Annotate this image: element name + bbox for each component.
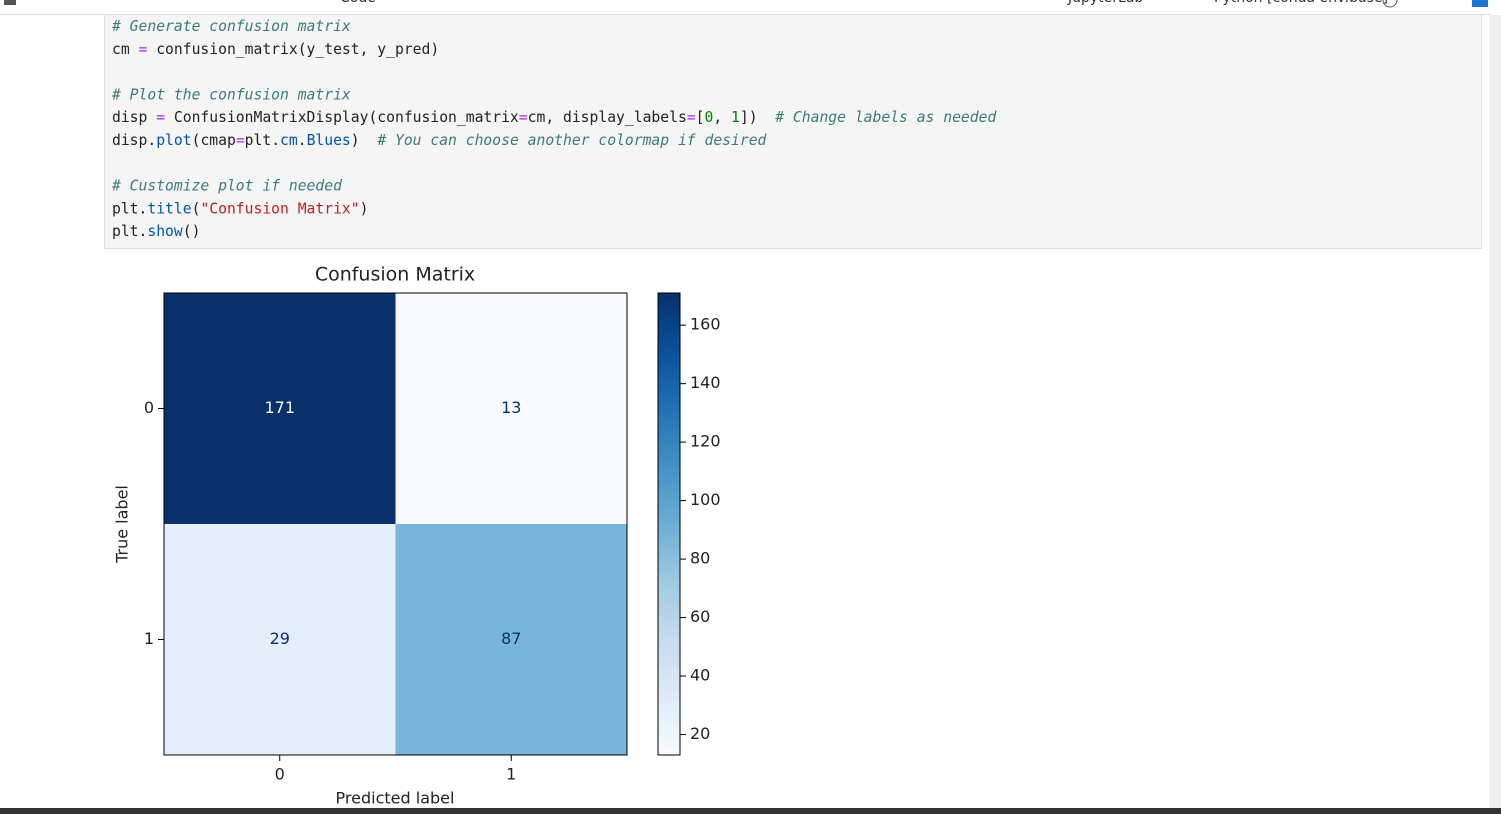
colorbar-tick-label: 60 bbox=[690, 607, 710, 626]
code-line: # Plot the confusion matrix bbox=[111, 86, 351, 103]
plot-frame bbox=[163, 292, 628, 756]
matrix-cell bbox=[164, 524, 396, 755]
matrix-cell bbox=[164, 293, 396, 524]
code-line: plt.show() bbox=[112, 223, 200, 240]
colorbar-tick-label: 20 bbox=[690, 724, 710, 743]
cell-value: 29 bbox=[270, 629, 290, 648]
kernel-name[interactable]: Python [conda env:base] bbox=[1214, 0, 1388, 6]
toolbar bbox=[0, 0, 1501, 14]
y-tick-label: 1 bbox=[144, 629, 154, 648]
colorbar-tick-label: 80 bbox=[690, 549, 710, 568]
kernel-indicator bbox=[1382, 0, 1398, 8]
status-bar bbox=[0, 808, 1501, 814]
code-line: cm = confusion_matrix(y_test, y_pred) bbox=[112, 41, 439, 58]
cell-value: 87 bbox=[501, 629, 521, 648]
y-axis-label: True label bbox=[113, 485, 132, 564]
matrix-cell bbox=[395, 524, 627, 755]
scrollbar[interactable] bbox=[1489, 15, 1501, 808]
code-line: disp.plot(cmap=plt.cm.Blues) # You can c… bbox=[112, 132, 767, 149]
colorbar bbox=[657, 292, 681, 756]
y-tick-label: 0 bbox=[144, 398, 154, 417]
code-line: plt.title("Confusion Matrix") bbox=[112, 200, 368, 217]
chart: Confusion Matrix Predicted label True la… bbox=[113, 264, 721, 808]
cell-type-select[interactable]: Code bbox=[340, 0, 376, 6]
x-tick-label: 1 bbox=[506, 765, 516, 784]
colorbar-tick-label: 160 bbox=[690, 315, 721, 334]
save-icon[interactable] bbox=[4, 0, 16, 5]
cell-value: 171 bbox=[264, 398, 295, 417]
colorbar-tick-label: 100 bbox=[690, 490, 721, 509]
code-line: # Generate confusion matrix bbox=[111, 18, 351, 35]
kernel-status-icon[interactable] bbox=[1472, 0, 1488, 7]
chart-title: Confusion Matrix bbox=[315, 264, 475, 286]
x-tick-label: 0 bbox=[275, 765, 285, 784]
app-name[interactable]: JupyterLab bbox=[1067, 0, 1143, 6]
code-line: # Customize plot if needed bbox=[111, 178, 342, 195]
code-line: disp = ConfusionMatrixDisplay(confusion_… bbox=[112, 109, 996, 126]
x-axis-label: Predicted label bbox=[336, 789, 455, 808]
colorbar-tick-label: 40 bbox=[690, 666, 710, 685]
colorbar-tick-label: 120 bbox=[690, 432, 721, 451]
matrix-cell bbox=[395, 293, 627, 524]
cell-value: 13 bbox=[501, 398, 521, 417]
colorbar-tick-label: 140 bbox=[690, 373, 721, 392]
code-cell[interactable] bbox=[104, 14, 1482, 249]
code-editor: # Generate confusion matrix cm = confusio… bbox=[111, 18, 996, 240]
